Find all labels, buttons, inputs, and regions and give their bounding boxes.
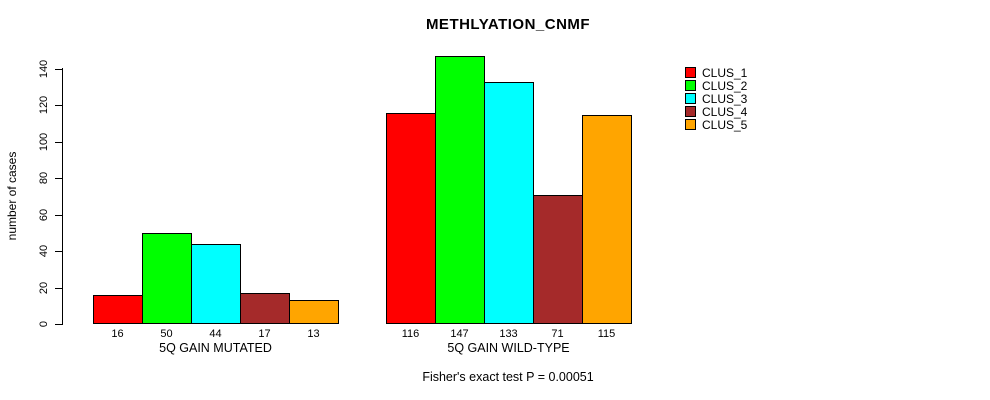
legend: CLUS_1 CLUS_2 CLUS_3 CLUS_4 CLUS_5 [685,65,748,132]
y-tick [55,287,62,289]
y-tick [55,69,62,70]
bar-value-label: 71 [551,328,564,340]
bar-value-label: 44 [209,328,222,340]
chart-title: METHLYATION_CNMF [425,16,591,33]
legend-item: CLUS_2 [685,78,748,93]
legend-label: CLUS_5 [702,117,748,132]
bar-value-label: 17 [258,328,271,340]
y-tick-label: 140 [38,59,50,79]
bar [240,293,290,324]
legend-label: CLUS_2 [702,78,748,93]
group-label: 5Q GAIN MUTATED [159,341,272,355]
bar-value-label: 133 [499,328,518,340]
y-tick-label: 40 [38,245,50,258]
y-tick [55,324,62,325]
bar-value-label: 116 [401,328,420,340]
legend-label: CLUS_4 [702,104,748,119]
y-tick [55,178,62,180]
y-tick [55,141,62,143]
y-tick [55,251,62,253]
y-tick [55,214,62,216]
y-tick-label: 20 [38,281,50,294]
legend-swatch [685,93,696,104]
bar-value-label: 16 [111,328,124,340]
legend-item: CLUS_3 [685,91,748,106]
y-axis-line [62,68,63,325]
bar [386,112,436,324]
y-tick [55,105,62,107]
legend-label: CLUS_1 [702,65,748,80]
legend-item: CLUS_1 [685,65,748,80]
legend-swatch [685,119,696,130]
legend-swatch [685,80,696,91]
legend-swatch [685,67,696,78]
annotation-text: Fisher's exact test P = 0.00051 [422,370,594,384]
legend-item: CLUS_4 [685,104,748,119]
bar [289,300,339,324]
y-tick-label: 0 [38,320,50,328]
bar-value-label: 50 [160,328,173,340]
bar-value-label: 13 [307,328,320,340]
bar-value-label: 115 [597,328,616,340]
y-tick-label: 100 [38,132,50,152]
bar [142,232,192,324]
bar [533,194,583,324]
group-label: 5Q GAIN WILD-TYPE [447,341,570,355]
bar [93,294,143,324]
y-tick-label: 80 [38,172,50,185]
y-tick-label: 60 [38,208,50,221]
bar [484,81,534,324]
bar-value-label: 147 [450,328,469,340]
bar [191,243,241,324]
legend-swatch [685,106,696,117]
y-axis-label: number of cases [5,151,19,241]
legend-label: CLUS_3 [702,91,748,106]
legend-item: CLUS_5 [685,117,748,132]
bar [582,114,632,324]
bar [435,56,485,324]
y-tick-label: 120 [38,96,50,115]
